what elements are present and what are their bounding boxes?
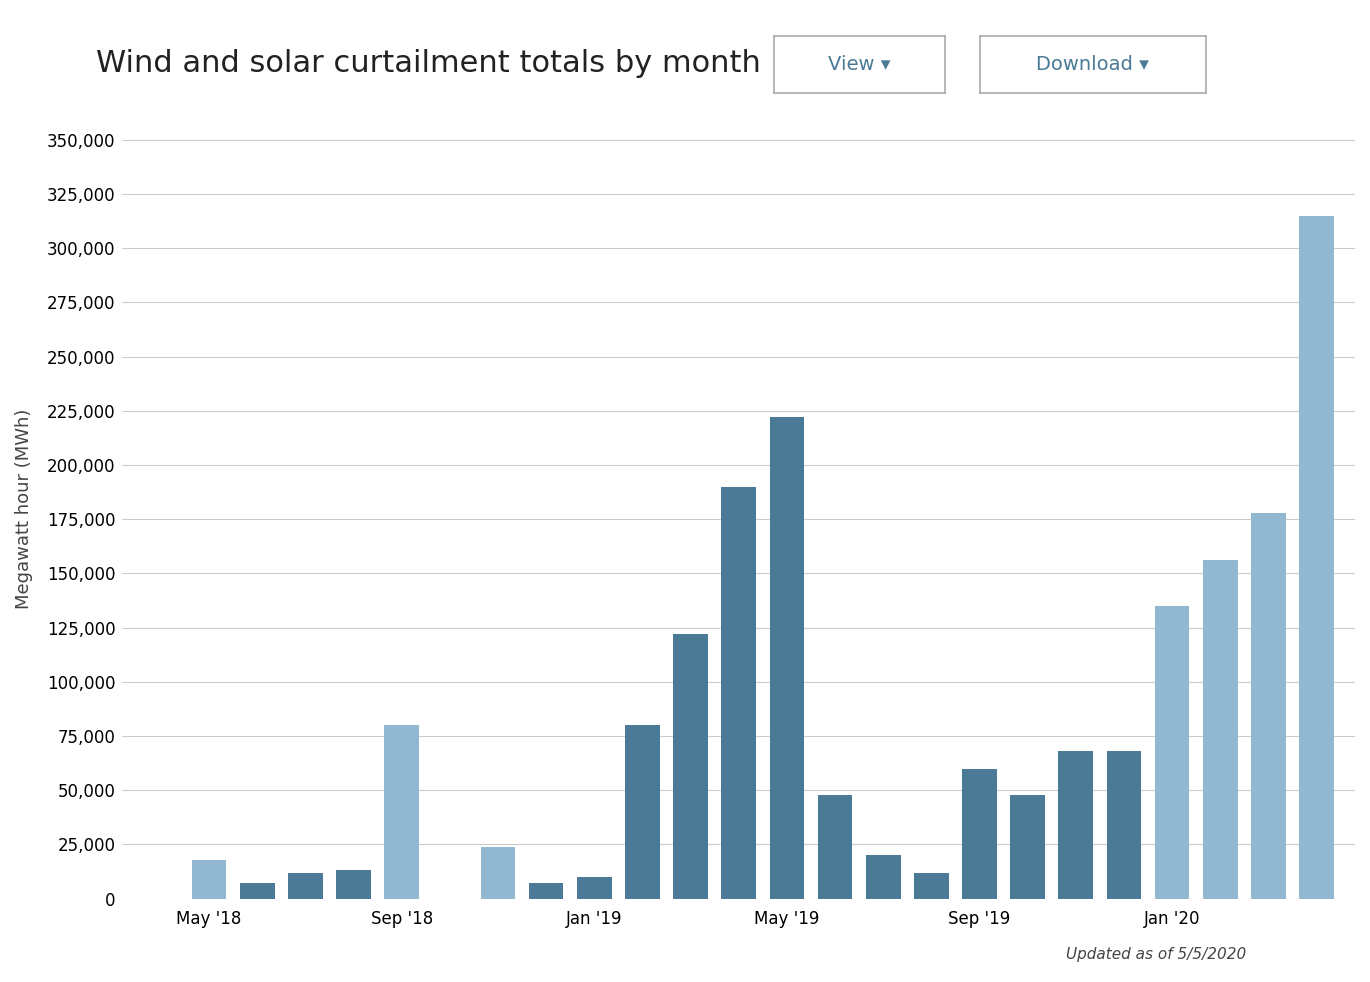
Bar	[192, 859, 226, 899]
Bar	[625, 725, 660, 899]
Bar	[1299, 216, 1334, 899]
Bar	[673, 634, 708, 899]
Bar	[866, 855, 900, 899]
Bar	[577, 877, 611, 899]
Bar	[1010, 794, 1045, 899]
Text: View ▾: View ▾	[829, 55, 891, 75]
Bar	[914, 873, 948, 899]
Bar	[1251, 513, 1285, 899]
Bar	[722, 487, 756, 899]
Bar	[336, 870, 371, 899]
Bar	[962, 769, 997, 899]
Bar	[240, 884, 274, 899]
Bar	[1107, 751, 1141, 899]
Bar	[1155, 606, 1189, 899]
Bar	[385, 725, 419, 899]
Bar	[529, 884, 563, 899]
Text: Wind and solar curtailment totals by month: Wind and solar curtailment totals by mon…	[96, 49, 760, 79]
Bar	[1059, 751, 1093, 899]
Y-axis label: Megawatt hour (MWh): Megawatt hour (MWh)	[15, 409, 33, 609]
Text: Download ▾: Download ▾	[1036, 55, 1149, 75]
Text: Updated as of 5/5/2020: Updated as of 5/5/2020	[1066, 948, 1247, 962]
Bar	[1203, 561, 1237, 899]
Bar	[288, 873, 323, 899]
Bar	[818, 794, 852, 899]
Bar	[770, 417, 804, 899]
Bar	[481, 846, 515, 899]
